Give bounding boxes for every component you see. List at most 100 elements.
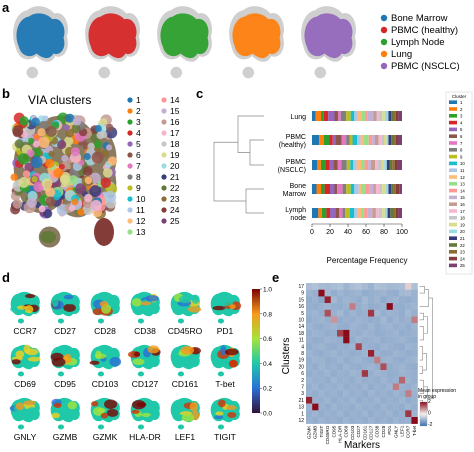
c-legend-swatch-3 [449, 114, 457, 118]
marker-label-TIGIT: TIGIT [214, 432, 236, 442]
heat-cell-6-CD103 [349, 370, 356, 377]
heat-cell-3-CD69 [343, 390, 350, 398]
bar-seg-r4-c25 [399, 184, 402, 194]
heat-cell-21-GZMK [306, 396, 313, 404]
heat-cell-5-PD1 [386, 309, 393, 317]
cluster-dot-5 [127, 141, 133, 147]
heat-cell-18-CD45RO [324, 329, 331, 337]
heat-cell-10-CD45RO [324, 316, 331, 324]
heat-cell-4-CD45RO [324, 343, 331, 351]
bar-seg-r5-c24 [395, 208, 399, 218]
bar-seg-r2-c1 [312, 135, 320, 145]
heat-cell-2-CD161 [361, 376, 369, 384]
legend-dot-3 [380, 38, 388, 46]
bar-seg-r1-c25 [398, 111, 402, 121]
bar-seg-r2-c13 [363, 135, 369, 145]
heat-cell-9-CCR7 [405, 289, 412, 297]
heat-cell-3-CD38 [374, 390, 381, 398]
heat-cell-12-LEF1 [399, 417, 406, 424]
bar-seg-r4-c9 [346, 184, 351, 194]
heat-cell-4-LEF1 [399, 343, 406, 351]
bar-seg-r1-c11 [354, 111, 357, 121]
heat-cell-18-HLA-DR [337, 329, 344, 337]
cluster-dot-19 [161, 152, 167, 158]
c-legend-swatch-5 [449, 127, 457, 132]
cluster-dot-21 [161, 174, 167, 180]
marker-label-GNLY: GNLY [14, 432, 37, 442]
cluster-label-19: 19 [170, 150, 180, 160]
heat-cell-7-CD38 [374, 383, 381, 391]
bar-seg-r3-c18 [377, 160, 382, 170]
c-legend-label-16: 16 [460, 202, 465, 207]
heat-cell-7-PD1 [386, 383, 393, 391]
marker-umap-TIGIT [210, 397, 240, 430]
cluster-dot-25 [161, 218, 167, 224]
heat-cell-10-CD95 [330, 316, 338, 324]
heat-cell-11-HLA-DR [337, 336, 344, 344]
heat-cell-1-LEF1 [399, 410, 406, 418]
panel-c-x-axis: 0 20 40 60 80 100 [310, 223, 408, 236]
bar-seg-r1-c9 [346, 111, 351, 121]
heat-cell-11-GNLY [392, 336, 400, 344]
heat-cell-15-CD95 [330, 296, 338, 304]
e-col-label-GNLY: GNLY [393, 426, 398, 438]
e-dendro-branch-8 [422, 353, 427, 371]
bar-seg-r3-c9 [346, 160, 351, 170]
heat-cell-18-LEF1 [399, 329, 406, 337]
marker-label-CD103: CD103 [92, 379, 119, 389]
panel-e-heatmap [306, 283, 418, 424]
e-cbar-tick-0: 0 [428, 411, 431, 417]
heat-cell-10-GZMB [312, 316, 319, 324]
heat-cell-13-HLA-DR [337, 403, 344, 411]
heat-cell-16-CD38 [374, 303, 381, 310]
heat-cell-3-LEF1 [399, 390, 406, 398]
umap-dataset-2 [88, 13, 137, 59]
row-label-3-0: PBMC [286, 159, 306, 166]
row-label-5-1: node [290, 215, 306, 222]
marker-label-CD27: CD27 [54, 326, 76, 336]
heat-cell-13-GZMB [312, 403, 319, 411]
cluster-dot-2 [127, 108, 133, 114]
heat-cell-20-CD161 [361, 363, 369, 371]
heat-cell-17-GNLY [392, 283, 400, 290]
heat-cell-3-CD161 [361, 390, 369, 398]
bar-seg-r1-c3 [321, 111, 324, 121]
heat-cell-7-CD45RO [324, 383, 331, 391]
heat-cell-4-CD127 [368, 343, 375, 351]
heat-cell-12-CD127 [368, 417, 375, 424]
cluster-dot-15 [161, 108, 167, 114]
heat-cell-17-CD45RO [324, 283, 331, 290]
heat-cell-9-T-bet [411, 289, 418, 297]
heat-cell-20-HLA-DR [337, 363, 344, 371]
heat-cell-16-PD1 [386, 303, 393, 310]
umap-dataset-5 [304, 13, 353, 59]
bar-seg-r2-c24 [395, 135, 398, 145]
heat-cell-10-CD38 [374, 316, 381, 324]
heat-cell-3-CD27 [355, 390, 362, 398]
heat-cell-15-CD69 [343, 296, 350, 304]
heat-cell-5-LEF1 [399, 309, 406, 317]
heat-cell-8-CD127 [368, 350, 375, 357]
panel-c-legend-title: Cluster [452, 94, 467, 99]
heat-cell-7-HLA-DR [337, 383, 344, 391]
heat-cell-10-GZMK [306, 316, 313, 324]
bar-seg-r3-c11 [352, 160, 357, 170]
heat-cell-2-GZMK [306, 376, 313, 384]
bar-seg-r3-c14 [364, 160, 369, 170]
heat-cell-15-CD127 [368, 296, 375, 304]
heat-cell-13-T-bet [411, 403, 418, 411]
heat-cell-3-TIGIT [318, 390, 325, 398]
bar-seg-r4-c12 [358, 184, 362, 194]
heat-cell-11-CD95 [330, 336, 338, 344]
marker-umap-CD103 [89, 344, 122, 377]
e-row-label-7: 7 [301, 385, 304, 391]
heat-cell-7-GNLY [392, 383, 400, 391]
e-cbar-label-1: in group [418, 394, 436, 400]
bar-seg-r2-c12 [360, 135, 364, 145]
panel-b-title: VIA clusters [28, 93, 91, 107]
c-legend-label-21: 21 [460, 236, 465, 241]
c-legend-label-13: 13 [460, 182, 465, 187]
heat-cell-4-CD28 [380, 343, 387, 351]
heat-cell-4-CD103 [349, 343, 356, 351]
